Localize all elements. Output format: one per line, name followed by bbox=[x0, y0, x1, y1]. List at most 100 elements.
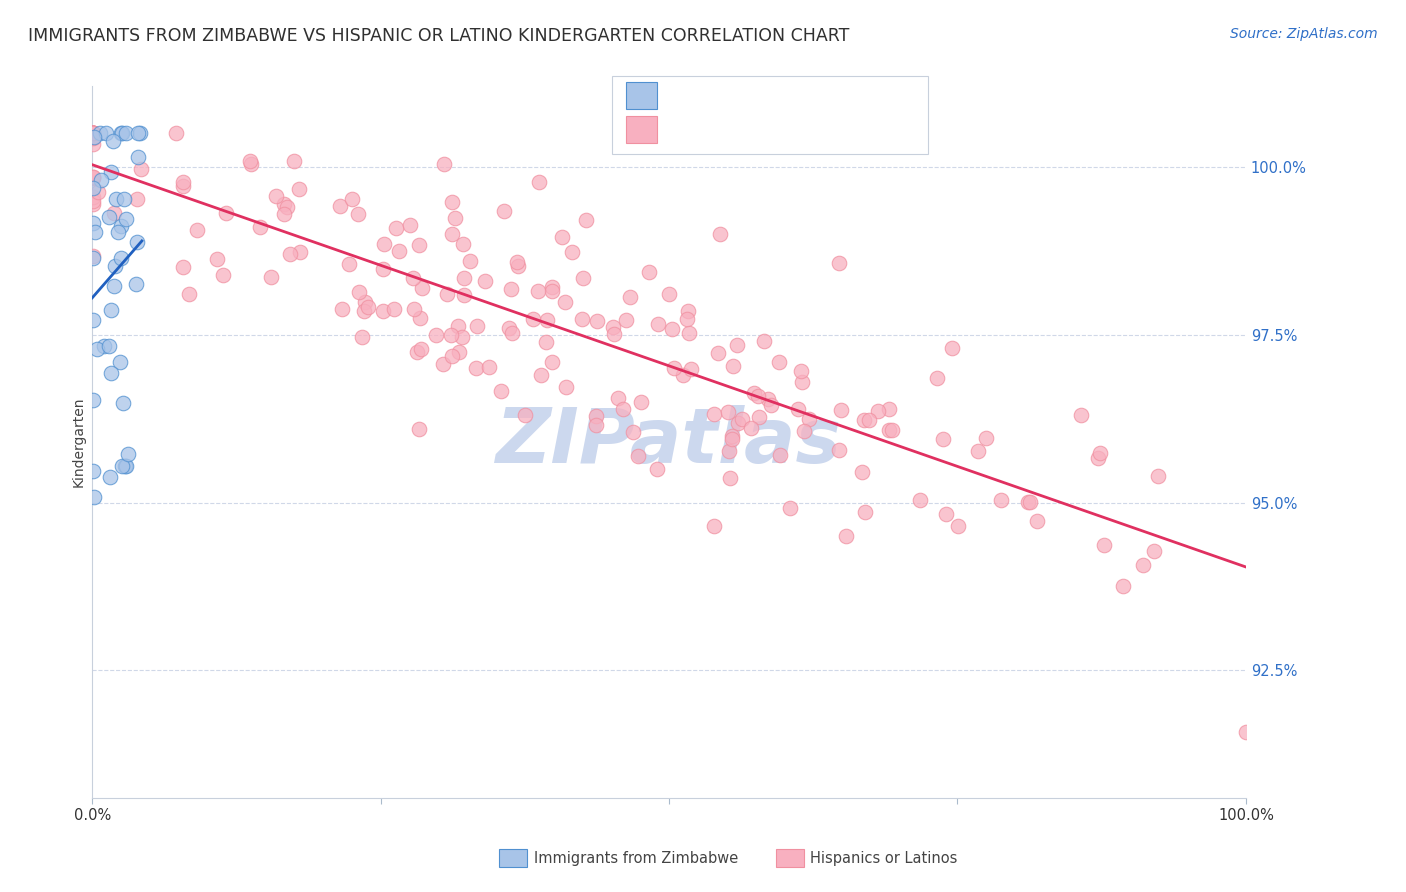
Point bbox=[550, 230, 572, 244]
Point bbox=[115, 458, 138, 473]
Point bbox=[607, 391, 630, 405]
Text: 43: 43 bbox=[834, 87, 859, 104]
Point bbox=[82, 130, 104, 145]
Point bbox=[464, 360, 486, 375]
Point bbox=[828, 256, 851, 270]
Point bbox=[406, 345, 429, 359]
Point bbox=[82, 127, 104, 141]
Point bbox=[447, 319, 470, 334]
Point bbox=[330, 302, 353, 317]
Point bbox=[357, 300, 380, 314]
Text: N =: N = bbox=[787, 87, 821, 104]
Point bbox=[672, 368, 695, 383]
Point bbox=[100, 164, 122, 178]
Text: Immigrants from Zimbabwe: Immigrants from Zimbabwe bbox=[534, 851, 738, 865]
Point bbox=[731, 412, 754, 426]
Point bbox=[858, 412, 880, 426]
Point bbox=[266, 188, 288, 202]
Point bbox=[82, 127, 104, 141]
Point bbox=[260, 269, 283, 284]
Point bbox=[105, 192, 128, 206]
Point bbox=[127, 193, 149, 207]
Point bbox=[678, 326, 700, 341]
Point bbox=[82, 127, 104, 141]
Point bbox=[681, 361, 703, 376]
Point bbox=[908, 492, 931, 507]
Point bbox=[278, 247, 301, 261]
Point bbox=[371, 303, 394, 318]
Point bbox=[830, 402, 852, 417]
Point bbox=[852, 413, 875, 427]
Point bbox=[82, 170, 104, 185]
Point bbox=[575, 213, 598, 227]
Point bbox=[585, 417, 607, 432]
Point bbox=[172, 178, 194, 193]
Point bbox=[678, 303, 700, 318]
Point bbox=[82, 197, 104, 211]
Point bbox=[110, 219, 132, 234]
Point bbox=[440, 227, 463, 242]
Point bbox=[82, 190, 104, 204]
Point bbox=[612, 401, 634, 416]
Point bbox=[948, 519, 970, 533]
Point bbox=[1147, 469, 1170, 483]
Point bbox=[721, 429, 744, 443]
Point bbox=[725, 338, 748, 352]
Point bbox=[527, 284, 550, 298]
Point bbox=[797, 412, 820, 426]
Point bbox=[742, 385, 765, 400]
Point bbox=[703, 518, 725, 533]
Point bbox=[89, 127, 111, 141]
Point bbox=[104, 259, 127, 273]
Point bbox=[82, 171, 104, 186]
Point bbox=[408, 421, 430, 435]
Point bbox=[451, 237, 474, 252]
Point bbox=[288, 182, 311, 196]
Point bbox=[1088, 446, 1111, 460]
Point bbox=[347, 207, 370, 221]
Text: R =: R = bbox=[668, 87, 702, 104]
Point bbox=[82, 313, 104, 327]
Point bbox=[100, 303, 122, 318]
Point bbox=[101, 134, 124, 148]
Point bbox=[752, 334, 775, 348]
Point bbox=[835, 529, 858, 543]
Point bbox=[974, 431, 997, 445]
Point bbox=[125, 277, 148, 292]
Point bbox=[211, 268, 233, 283]
Point bbox=[1070, 408, 1092, 422]
Point bbox=[128, 127, 150, 141]
Point bbox=[329, 199, 352, 213]
Point bbox=[536, 313, 558, 327]
Point bbox=[717, 405, 740, 419]
Point bbox=[721, 432, 744, 446]
Point bbox=[82, 127, 104, 141]
Point bbox=[465, 318, 488, 333]
Point bbox=[404, 302, 426, 317]
Text: Hispanics or Latinos: Hispanics or Latinos bbox=[810, 851, 957, 865]
Point bbox=[513, 408, 536, 422]
Point bbox=[354, 295, 377, 310]
Point bbox=[540, 354, 562, 368]
Point bbox=[432, 357, 454, 371]
Text: -0.854: -0.854 bbox=[720, 120, 785, 138]
Point bbox=[530, 368, 553, 382]
Point bbox=[792, 376, 814, 390]
Point bbox=[283, 153, 305, 168]
Point bbox=[541, 279, 564, 293]
Point bbox=[110, 251, 132, 265]
Point bbox=[114, 192, 136, 206]
Point bbox=[425, 328, 447, 343]
Point bbox=[638, 265, 661, 279]
Point bbox=[585, 409, 607, 423]
Point bbox=[409, 342, 432, 356]
Point bbox=[506, 255, 529, 269]
Point bbox=[1132, 558, 1154, 572]
Text: 201: 201 bbox=[834, 120, 872, 138]
Text: Source: ZipAtlas.com: Source: ZipAtlas.com bbox=[1230, 27, 1378, 41]
Point bbox=[82, 127, 104, 141]
Point bbox=[932, 432, 955, 446]
Point bbox=[82, 127, 104, 141]
Point bbox=[759, 398, 782, 412]
Point bbox=[382, 301, 405, 316]
